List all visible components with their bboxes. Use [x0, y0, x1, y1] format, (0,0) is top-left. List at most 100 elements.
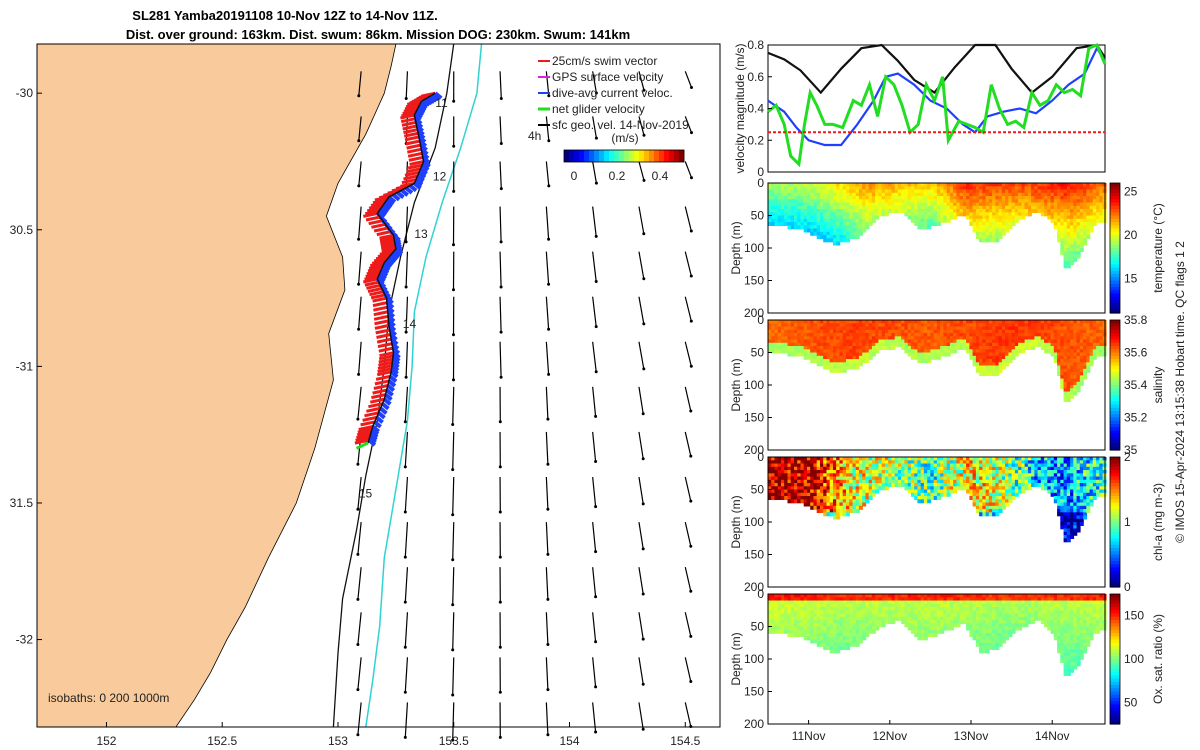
section-cell	[1011, 222, 1016, 226]
section-cell	[933, 470, 938, 474]
section-cell	[800, 342, 805, 347]
section-cell	[816, 218, 821, 223]
section-cell	[1037, 329, 1042, 334]
section-cell	[894, 476, 899, 481]
section-cell	[842, 486, 847, 491]
section-cell	[1086, 473, 1091, 478]
section-cell	[891, 463, 896, 468]
section-cell	[1053, 333, 1058, 337]
section-cell	[823, 352, 828, 357]
current-arrow	[545, 161, 550, 186]
section-cell	[972, 323, 977, 328]
section-cell	[855, 212, 860, 217]
section-cell	[1063, 391, 1068, 396]
section-cell	[953, 196, 958, 200]
section-cell	[836, 235, 841, 239]
section-cell	[839, 186, 844, 191]
section-cell	[807, 463, 811, 468]
section-cell	[823, 202, 828, 207]
section-cell	[881, 329, 886, 334]
section-cell	[927, 346, 932, 350]
section-cell	[907, 342, 912, 347]
section-cell	[940, 320, 945, 324]
section-cell	[1005, 476, 1010, 481]
section-cell	[878, 212, 883, 217]
section-cell	[881, 323, 886, 328]
section-cell	[1073, 333, 1078, 337]
section-cell	[794, 483, 798, 487]
section-cell	[949, 209, 954, 213]
section-cell	[992, 329, 997, 334]
section-colorbar-cell	[1110, 339, 1120, 344]
section-cell	[1044, 326, 1049, 331]
section-cell	[875, 323, 880, 328]
section-cell	[998, 473, 1003, 478]
current-arrow-head	[594, 325, 598, 329]
swim-vector	[374, 379, 390, 386]
current-arrow	[592, 476, 597, 507]
section-cell	[1092, 333, 1097, 337]
section-cell	[888, 470, 893, 474]
section-cell	[1066, 323, 1071, 328]
section-cell	[1018, 466, 1023, 471]
section-cell	[826, 489, 831, 494]
dive-avg-vector	[431, 93, 441, 102]
section-cell	[1001, 499, 1006, 504]
section-cell	[1037, 189, 1042, 194]
section-cell	[1066, 463, 1071, 468]
section-cell	[1083, 499, 1088, 504]
section-cell	[1031, 189, 1036, 194]
day-label-14: 14	[403, 317, 417, 331]
section-cell	[982, 355, 987, 360]
section-cell	[787, 460, 792, 465]
section-cell	[1066, 196, 1071, 200]
section-cell	[826, 329, 831, 334]
section-colorbar-cell	[1110, 287, 1120, 291]
current-arrow	[452, 657, 455, 696]
section-cell	[917, 329, 922, 334]
dive-avg-vector	[416, 106, 426, 115]
section-cell	[1008, 473, 1013, 478]
section-cell	[914, 186, 919, 191]
glider-track	[354, 91, 443, 450]
section-cell	[794, 479, 798, 484]
section-colorbar-cell	[1110, 293, 1120, 298]
section-cell	[833, 515, 837, 520]
section-cell	[813, 228, 818, 233]
colorbar-title: (m/s)	[611, 131, 638, 145]
section-cell	[953, 212, 958, 217]
section-cell	[998, 225, 1003, 230]
section-cell	[826, 466, 831, 471]
section-cell	[888, 333, 893, 337]
section-cell	[959, 470, 964, 474]
section-cell	[1053, 486, 1058, 491]
section-cell	[1050, 333, 1055, 337]
section-cell	[888, 336, 893, 341]
section-cell	[920, 342, 925, 347]
section-cell	[868, 336, 873, 341]
section-cell	[768, 218, 772, 223]
section-cell	[852, 346, 857, 350]
section-cell	[836, 470, 841, 474]
section-cell	[1076, 241, 1081, 246]
section-cell	[881, 189, 886, 194]
section-cell	[1066, 483, 1071, 487]
section-cell	[800, 199, 805, 204]
section-cell	[979, 457, 984, 461]
section-cell	[1057, 238, 1062, 243]
section-cell	[1011, 196, 1016, 200]
section-cell	[878, 479, 883, 484]
section-cell	[897, 339, 902, 344]
section-cell	[959, 196, 964, 200]
section-cell	[1044, 212, 1049, 217]
section-cell	[794, 352, 798, 357]
section-cell	[1021, 196, 1026, 200]
section-cell	[962, 466, 967, 471]
section-cell	[1060, 186, 1065, 191]
section-cell	[1079, 342, 1084, 347]
section-cell	[1096, 183, 1101, 187]
section-cell	[1060, 463, 1065, 468]
section-cell	[868, 483, 873, 487]
section-cell	[833, 215, 837, 220]
section-cell	[884, 209, 889, 213]
